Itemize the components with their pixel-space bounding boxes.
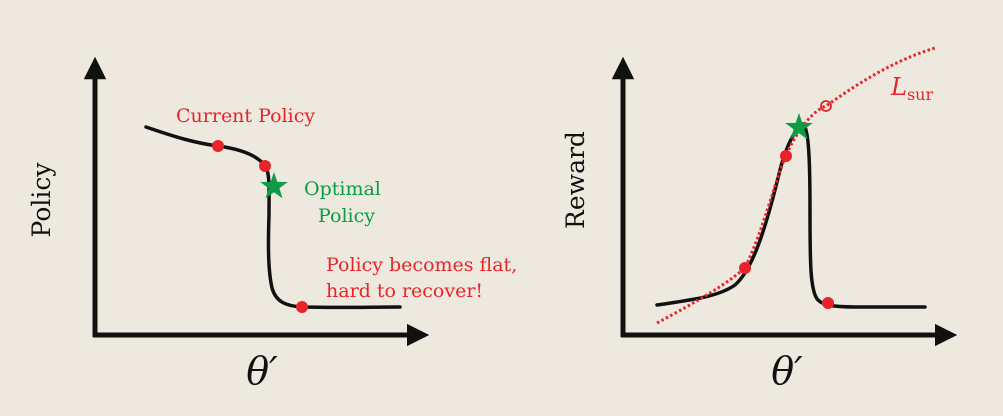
surrogate-open-point bbox=[820, 100, 832, 112]
surrogate-objective-curve bbox=[656, 46, 936, 325]
left-y-axis-label: Policy bbox=[27, 162, 56, 238]
policy-point bbox=[259, 160, 271, 172]
flat-policy-label-line2: hard to recover! bbox=[326, 280, 483, 302]
optimal-policy-star-icon bbox=[260, 172, 288, 199]
right-panel: Reward θ′ Lsur bbox=[561, 46, 958, 393]
reward-point-after-peak bbox=[822, 297, 834, 309]
current-policy-label: Current Policy bbox=[176, 105, 315, 127]
left-panel: Policy θ′ Current Policy Optimal Policy … bbox=[27, 56, 517, 393]
optimal-policy-label-line2: Policy bbox=[318, 205, 375, 227]
left-x-axis-label: θ′ bbox=[246, 349, 278, 393]
right-y-axis-label: Reward bbox=[561, 131, 590, 229]
optimal-policy-label-line1: Optimal bbox=[304, 178, 381, 200]
surrogate-label: Lsur bbox=[890, 73, 933, 104]
surrogate-label-subscript: sur bbox=[907, 85, 934, 104]
flat-policy-point bbox=[296, 301, 308, 313]
flat-policy-label-line1: Policy becomes flat, bbox=[326, 254, 517, 276]
current-policy-point bbox=[212, 140, 224, 152]
optimal-reward-star-icon bbox=[785, 113, 813, 140]
reward-point-mid bbox=[780, 150, 792, 162]
reward-curve bbox=[655, 122, 927, 309]
reward-point-low bbox=[739, 262, 751, 274]
surrogate-label-main: L bbox=[890, 73, 907, 101]
right-x-axis-label: θ′ bbox=[771, 349, 803, 393]
